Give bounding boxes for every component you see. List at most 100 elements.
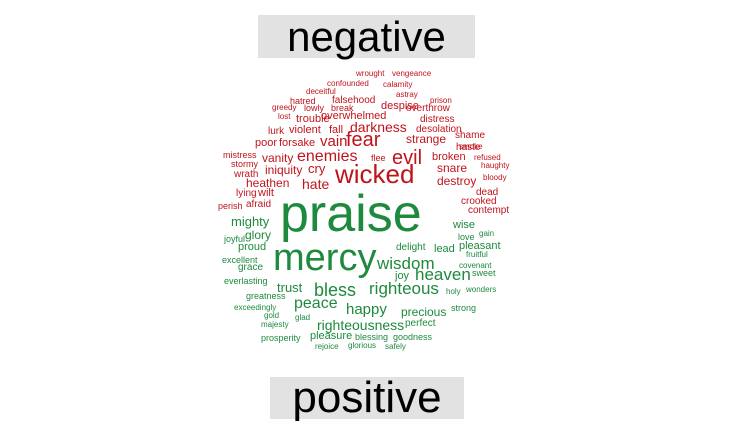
positive-word: proud — [238, 241, 267, 253]
negative-word: calamity — [383, 80, 413, 89]
negative-word: vanity — [262, 151, 294, 165]
negative-word: snare — [437, 161, 468, 175]
negative-word: darkness — [350, 119, 407, 135]
positive-word: lead — [434, 243, 455, 255]
negative-word: mistress — [223, 150, 257, 160]
negative-word: astray — [396, 90, 418, 99]
positive-word: joyful — [224, 234, 246, 244]
negative-word: deceitful — [306, 87, 336, 96]
negative-word: lurk — [268, 126, 285, 137]
negative-word: prison — [430, 96, 452, 105]
positive-word: precious — [401, 305, 447, 319]
positive-word: happy — [346, 301, 387, 318]
negative-word: bloody — [483, 173, 507, 182]
positive-word: everlasting — [224, 276, 268, 286]
negative-word: break — [331, 103, 354, 113]
positive-word: wise — [453, 219, 476, 231]
negative-word: wrath — [234, 169, 259, 180]
negative-word: dead — [476, 187, 499, 198]
positive-word: gain — [479, 229, 495, 238]
positive-word: sweet — [472, 268, 496, 278]
negative-word: hate — [302, 176, 330, 192]
positive-word: peace — [294, 295, 338, 312]
negative-word: lost — [278, 112, 291, 121]
positive-word: prosperity — [261, 333, 301, 343]
negative-word: flee — [371, 153, 386, 163]
positive-word: glad — [295, 313, 311, 322]
negative-word: iniquity — [265, 163, 303, 177]
negative-word: wilt — [258, 187, 274, 199]
negative-word: smoke — [459, 142, 483, 151]
negative-word: greedy — [272, 103, 297, 112]
positive-label: positive — [270, 376, 464, 420]
negative-word: distress — [420, 114, 455, 125]
negative-word: despise — [381, 100, 419, 112]
negative-word: cry — [308, 161, 326, 176]
positive-word: exceedingly — [234, 303, 277, 312]
negative-word: overwhelmed — [321, 110, 387, 122]
negative-word: destroy — [437, 174, 477, 188]
positive-word: blessing — [355, 332, 389, 342]
negative-word: falsehood — [332, 95, 376, 106]
negative-word: poor — [255, 137, 278, 149]
positive-word: delight — [396, 242, 426, 253]
positive-word: praise — [280, 185, 422, 243]
negative-word: strange — [406, 132, 447, 146]
positive-word: glory — [245, 228, 272, 242]
positive-word: rejoice — [315, 342, 339, 351]
positive-word: pleasant — [459, 240, 501, 252]
positive-word: holy — [446, 287, 461, 296]
negative-word: overthrow — [406, 103, 450, 114]
negative-word: vengeance — [392, 69, 432, 78]
negative-word: evil — [392, 147, 423, 169]
negative-word: fear — [346, 129, 381, 151]
negative-word: violent — [289, 124, 321, 136]
positive-word: gold — [264, 311, 280, 320]
positive-word: majesty — [261, 320, 289, 329]
positive-word: bless — [314, 280, 357, 300]
negative-word: refused — [474, 153, 501, 162]
negative-word: broken — [432, 151, 466, 163]
positive-word: greatness — [246, 291, 286, 301]
positive-word: mighty — [231, 214, 270, 229]
positive-word: wisdom — [377, 254, 435, 273]
negative-word: fall — [329, 124, 344, 136]
negative-word: confounded — [327, 79, 369, 88]
positive-word: righteousness — [317, 317, 405, 333]
positive-word: trust — [277, 280, 303, 295]
negative-word: hatred — [290, 96, 316, 106]
negative-word: trouble — [296, 113, 330, 125]
negative-word: perish — [218, 201, 243, 211]
positive-word: joy — [395, 270, 410, 282]
positive-word: wonders — [466, 285, 497, 294]
positive-word: grace — [238, 262, 264, 273]
negative-word: wicked — [335, 159, 415, 189]
negative-word: forsake — [279, 137, 316, 149]
negative-word: haste — [456, 142, 481, 153]
positive-word: strong — [451, 303, 477, 313]
positive-word: covenant — [459, 261, 492, 270]
positive-word: perfect — [405, 318, 436, 329]
negative-word: lowly — [304, 103, 325, 113]
positive-word: excellent — [222, 255, 258, 265]
negative-word: heathen — [246, 176, 290, 190]
positive-word: pleasure — [310, 330, 353, 342]
positive-word: heaven — [415, 265, 471, 284]
positive-word: righteous — [369, 279, 439, 298]
negative-word: lying — [236, 188, 257, 199]
positive-word: fruitful — [466, 250, 488, 259]
positive-word: safely — [385, 342, 406, 351]
negative-word: afraid — [246, 199, 272, 210]
negative-word: desolation — [416, 124, 462, 135]
negative-word: wrought — [356, 69, 385, 78]
negative-word: vain — [320, 133, 348, 150]
negative-word: contempt — [468, 205, 510, 216]
negative-word: stormy — [231, 159, 258, 169]
positive-word: goodness — [393, 332, 433, 342]
negative-word: shame — [455, 130, 486, 141]
positive-word: mercy — [273, 237, 377, 279]
negative-word: enemies — [297, 148, 358, 165]
positive-word: glorious — [348, 341, 377, 350]
negative-label: negative — [258, 15, 475, 58]
negative-word: haughty — [481, 161, 510, 170]
